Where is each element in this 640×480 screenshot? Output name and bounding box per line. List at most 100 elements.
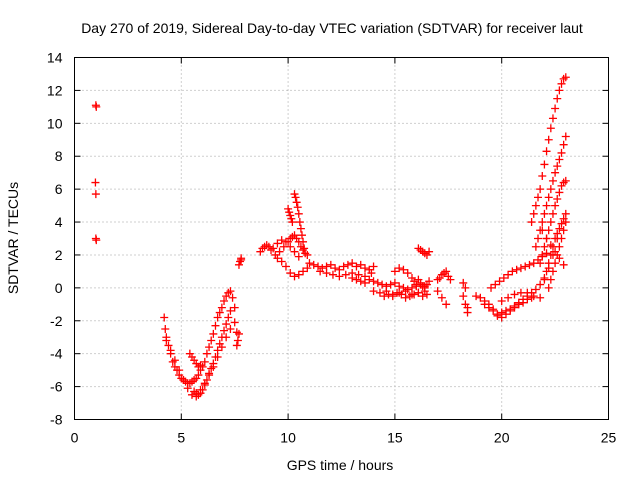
data-point xyxy=(207,364,216,373)
data-point xyxy=(375,288,384,297)
data-point xyxy=(555,86,564,95)
data-point xyxy=(544,193,553,202)
data-point xyxy=(546,124,555,133)
data-point xyxy=(551,201,560,210)
data-point xyxy=(446,275,455,284)
data-point xyxy=(399,265,408,274)
data-point xyxy=(160,313,169,322)
data-point xyxy=(519,295,528,304)
data-point xyxy=(297,231,306,240)
data-point xyxy=(546,275,555,284)
data-point xyxy=(213,346,222,355)
data-point xyxy=(521,262,530,271)
data-point xyxy=(220,297,229,306)
data-point xyxy=(546,241,555,250)
data-point xyxy=(215,339,224,348)
data-point xyxy=(373,278,382,287)
data-point xyxy=(215,308,224,317)
data-point xyxy=(557,148,566,157)
data-point xyxy=(538,226,547,235)
data-point xyxy=(422,290,431,299)
data-point xyxy=(384,290,393,299)
data-point xyxy=(286,269,295,278)
data-point xyxy=(294,252,303,261)
data-point xyxy=(433,287,442,296)
data-point xyxy=(164,341,173,350)
x-tick-label: 10 xyxy=(280,430,296,446)
data-point xyxy=(557,219,566,228)
data-point xyxy=(209,359,218,368)
data-point xyxy=(92,102,101,111)
chart-title: Day 270 of 2019, Sidereal Day-to-day VTE… xyxy=(81,20,583,36)
data-point xyxy=(395,264,404,273)
data-point xyxy=(548,267,557,276)
data-point xyxy=(557,234,566,243)
data-point xyxy=(367,269,376,278)
data-points xyxy=(91,73,570,401)
data-point xyxy=(529,292,538,301)
data-point xyxy=(487,283,496,292)
data-point xyxy=(230,318,239,327)
data-point xyxy=(476,293,485,302)
data-point xyxy=(196,361,205,370)
data-point xyxy=(553,229,562,238)
y-tick-label: 2 xyxy=(55,247,63,263)
data-point xyxy=(504,293,513,302)
data-point xyxy=(300,244,309,253)
data-point xyxy=(224,313,233,322)
y-tick-label: -2 xyxy=(50,313,63,329)
data-point xyxy=(226,306,235,315)
data-point xyxy=(328,270,337,279)
data-point xyxy=(175,366,184,375)
grid xyxy=(74,57,609,420)
data-point xyxy=(557,79,566,88)
data-point xyxy=(510,301,519,310)
x-tick-label: 0 xyxy=(71,430,79,446)
data-point xyxy=(322,269,331,278)
data-point xyxy=(352,275,361,284)
data-point xyxy=(281,237,290,246)
data-point xyxy=(205,343,214,352)
data-point xyxy=(551,259,560,268)
data-point xyxy=(369,262,378,271)
data-point xyxy=(548,176,557,185)
data-point xyxy=(390,278,399,287)
data-point xyxy=(194,371,203,380)
data-point xyxy=(499,273,508,282)
data-point xyxy=(237,254,246,263)
x-tick-label: 25 xyxy=(601,430,617,446)
data-point xyxy=(531,242,540,251)
data-point xyxy=(442,267,451,276)
data-point xyxy=(495,277,504,286)
data-point xyxy=(523,288,532,297)
data-point xyxy=(501,306,510,315)
data-point xyxy=(213,313,222,322)
data-point xyxy=(514,298,523,307)
data-point xyxy=(326,260,335,269)
data-point xyxy=(291,193,300,202)
data-point xyxy=(309,260,318,269)
data-point xyxy=(299,237,308,246)
data-point xyxy=(459,278,468,287)
data-point xyxy=(162,336,171,345)
data-point xyxy=(561,132,570,141)
data-point xyxy=(343,260,352,269)
data-point xyxy=(538,171,547,180)
data-point xyxy=(542,234,551,243)
data-point xyxy=(459,292,468,301)
data-point xyxy=(341,270,350,279)
data-point xyxy=(540,242,549,251)
data-point xyxy=(226,287,235,296)
data-point xyxy=(401,293,410,302)
data-point xyxy=(561,209,570,218)
y-tick-label: 10 xyxy=(47,115,63,131)
data-point xyxy=(548,114,557,123)
data-point xyxy=(534,193,543,202)
data-point xyxy=(222,320,231,329)
y-tick-label: 8 xyxy=(55,148,63,164)
data-point xyxy=(418,292,427,301)
data-point xyxy=(542,201,551,210)
data-point xyxy=(491,280,500,289)
data-point xyxy=(170,356,179,365)
data-point xyxy=(536,293,545,302)
